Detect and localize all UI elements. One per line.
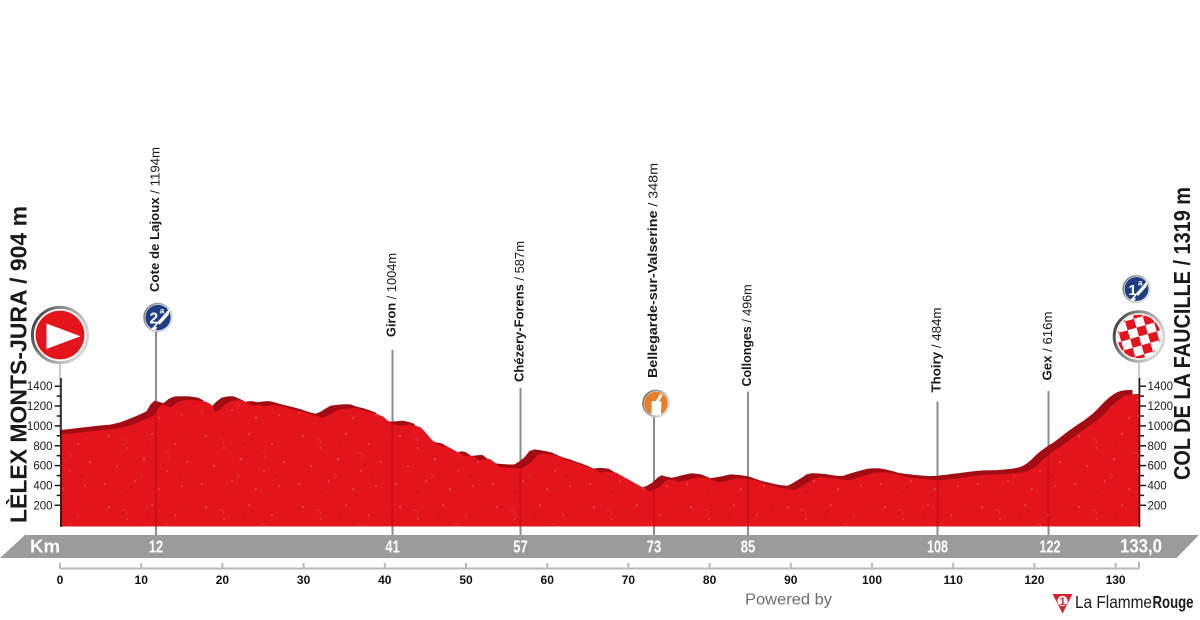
svg-text:LÈLEX MONTS-JURA / 904 m: LÈLEX MONTS-JURA / 904 m <box>5 206 32 523</box>
svg-text:57: 57 <box>513 537 528 557</box>
svg-text:400: 400 <box>33 481 52 493</box>
svg-text:12: 12 <box>149 537 164 557</box>
svg-text:800: 800 <box>1148 441 1167 453</box>
svg-text:1000: 1000 <box>1148 421 1174 433</box>
svg-text:0: 0 <box>57 573 64 587</box>
svg-text:Bellegarde-sur-Valserine / 348: Bellegarde-sur-Valserine / 348m <box>645 163 660 378</box>
svg-text:600: 600 <box>33 461 52 473</box>
svg-text:1: 1 <box>1059 596 1065 608</box>
svg-text:122: 122 <box>1040 537 1061 557</box>
svg-text:20: 20 <box>216 573 230 587</box>
svg-text:800: 800 <box>33 441 52 453</box>
svg-text:120: 120 <box>1024 573 1044 587</box>
svg-text:30: 30 <box>297 573 311 587</box>
svg-text:133,0: 133,0 <box>1120 537 1162 558</box>
svg-text:73: 73 <box>647 537 662 557</box>
svg-text:90: 90 <box>784 573 798 587</box>
svg-text:100: 100 <box>862 573 882 587</box>
svg-text:85: 85 <box>741 537 756 557</box>
svg-text:a: a <box>160 306 165 316</box>
svg-text:Thoiry / 484m: Thoiry / 484m <box>929 308 944 393</box>
svg-text:1000: 1000 <box>27 421 53 433</box>
svg-text:Cote de Lajoux / 1194m: Cote de Lajoux / 1194m <box>147 147 162 292</box>
svg-text:110: 110 <box>944 573 964 587</box>
svg-text:200: 200 <box>1148 500 1167 512</box>
svg-text:Gex / 616m: Gex / 616m <box>1040 312 1055 381</box>
svg-text:2: 2 <box>149 311 158 328</box>
svg-text:1400: 1400 <box>1148 381 1174 393</box>
svg-text:La Flamme: La Flamme <box>1075 592 1152 612</box>
svg-text:Rouge: Rouge <box>1153 592 1194 612</box>
svg-text:70: 70 <box>622 573 636 587</box>
svg-text:40: 40 <box>378 573 392 587</box>
svg-text:1200: 1200 <box>1148 401 1174 413</box>
svg-text:130: 130 <box>1106 573 1126 587</box>
svg-text:41: 41 <box>385 537 400 557</box>
svg-text:Giron / 1004m: Giron / 1004m <box>384 253 399 337</box>
svg-text:Collonges / 496m: Collonges / 496m <box>739 285 754 387</box>
svg-text:200: 200 <box>33 500 52 512</box>
svg-text:108: 108 <box>927 537 948 557</box>
svg-text:1: 1 <box>1128 282 1136 299</box>
svg-text:50: 50 <box>459 573 473 587</box>
svg-text:Km: Km <box>30 537 60 557</box>
svg-text:600: 600 <box>1148 461 1167 473</box>
svg-text:Chézery-Forens / 587m: Chézery-Forens / 587m <box>512 241 527 382</box>
svg-text:COL DE LA FAUCILLE / 1319 m: COL DE LA FAUCILLE / 1319 m <box>1169 187 1195 480</box>
svg-text:80: 80 <box>703 573 717 587</box>
svg-text:400: 400 <box>1148 481 1167 493</box>
svg-text:Powered by: Powered by <box>745 592 832 609</box>
svg-text:a: a <box>1138 277 1143 287</box>
svg-text:1200: 1200 <box>27 401 53 413</box>
svg-text:1400: 1400 <box>27 381 53 393</box>
svg-text:60: 60 <box>541 573 555 587</box>
svg-text:10: 10 <box>135 573 149 587</box>
